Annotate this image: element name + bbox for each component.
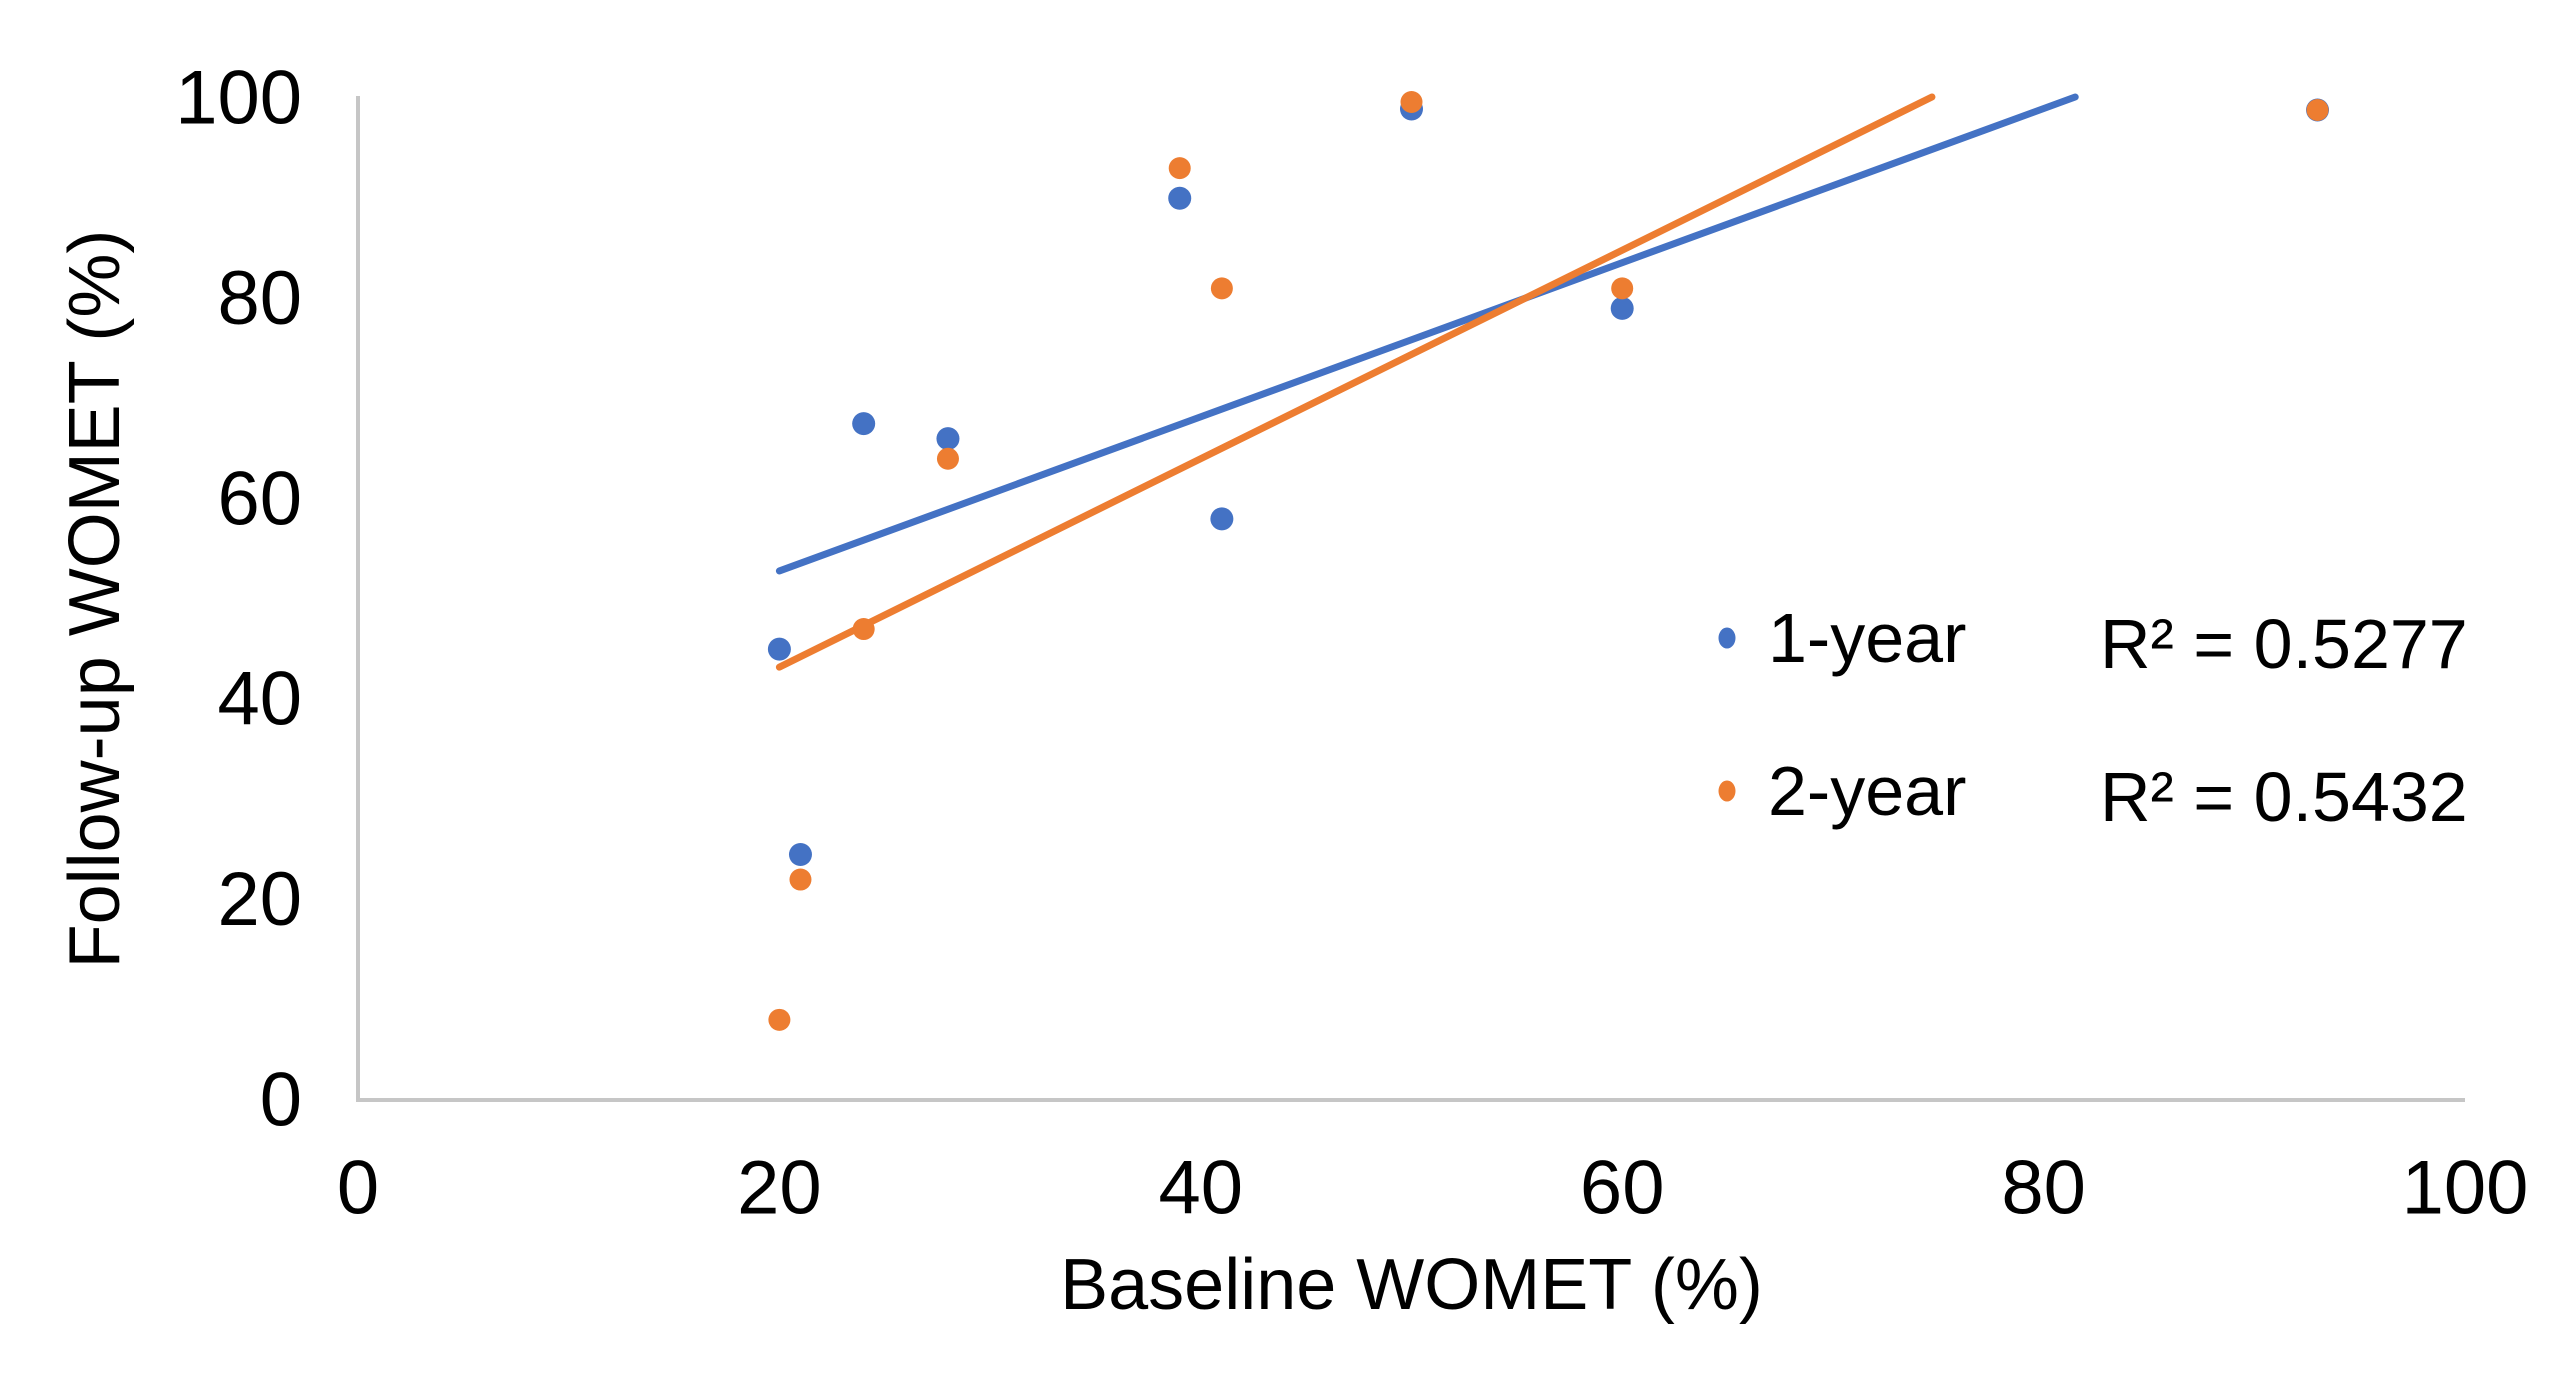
r-squared-label-2-year: R² = 0.5432 [2100, 758, 2468, 836]
data-point-1-year [1610, 296, 1634, 320]
y-tick-label: 60 [217, 456, 302, 541]
data-point-1-year [767, 637, 791, 661]
x-tick-label: 20 [737, 1146, 822, 1231]
trendline-2-year [775, 93, 1936, 671]
r-squared-label-1-year: R² = 0.5277 [2100, 605, 2468, 683]
data-point-2-year [1210, 277, 1233, 300]
y-tick-label: 20 [217, 857, 302, 942]
x-tick-label: 40 [1159, 1146, 1244, 1231]
y-tick-label: 80 [217, 256, 302, 341]
y-axis-title: Follow-up WOMET (%) [55, 230, 135, 969]
x-tick-label: 0 [337, 1146, 379, 1231]
legend-marker-2-year [1718, 780, 1736, 802]
legend-label-2-year: 2-year [1768, 752, 1966, 830]
legend-marker-1-year [1718, 627, 1736, 649]
data-point-2-year [1400, 91, 1423, 114]
x-axis-title: Baseline WOMET (%) [1060, 1245, 1763, 1325]
x-tick-label: 60 [1580, 1146, 1665, 1231]
data-point-2-year [1611, 277, 1634, 300]
data-point-2-year [768, 1008, 791, 1031]
data-point-1-year [788, 843, 812, 867]
data-point-1-year [936, 427, 960, 451]
data-point-2-year [1168, 157, 1191, 180]
data-point-1-year [1210, 507, 1234, 531]
trendline-1-year [775, 93, 2079, 575]
y-tick-label: 100 [175, 56, 302, 141]
data-point-2-year [936, 447, 959, 470]
y-tick-label: 40 [217, 657, 302, 742]
legend-label-1-year: 1-year [1768, 599, 1966, 677]
data-point-1-year [1168, 186, 1192, 210]
data-point-2-year [2306, 99, 2329, 122]
y-tick-label: 0 [260, 1058, 302, 1143]
data-point-1-year [852, 412, 876, 436]
x-tick-label: 80 [2001, 1146, 2086, 1231]
x-tick-label: 100 [2402, 1146, 2529, 1231]
data-point-2-year [789, 868, 812, 891]
data-point-2-year [852, 618, 875, 641]
